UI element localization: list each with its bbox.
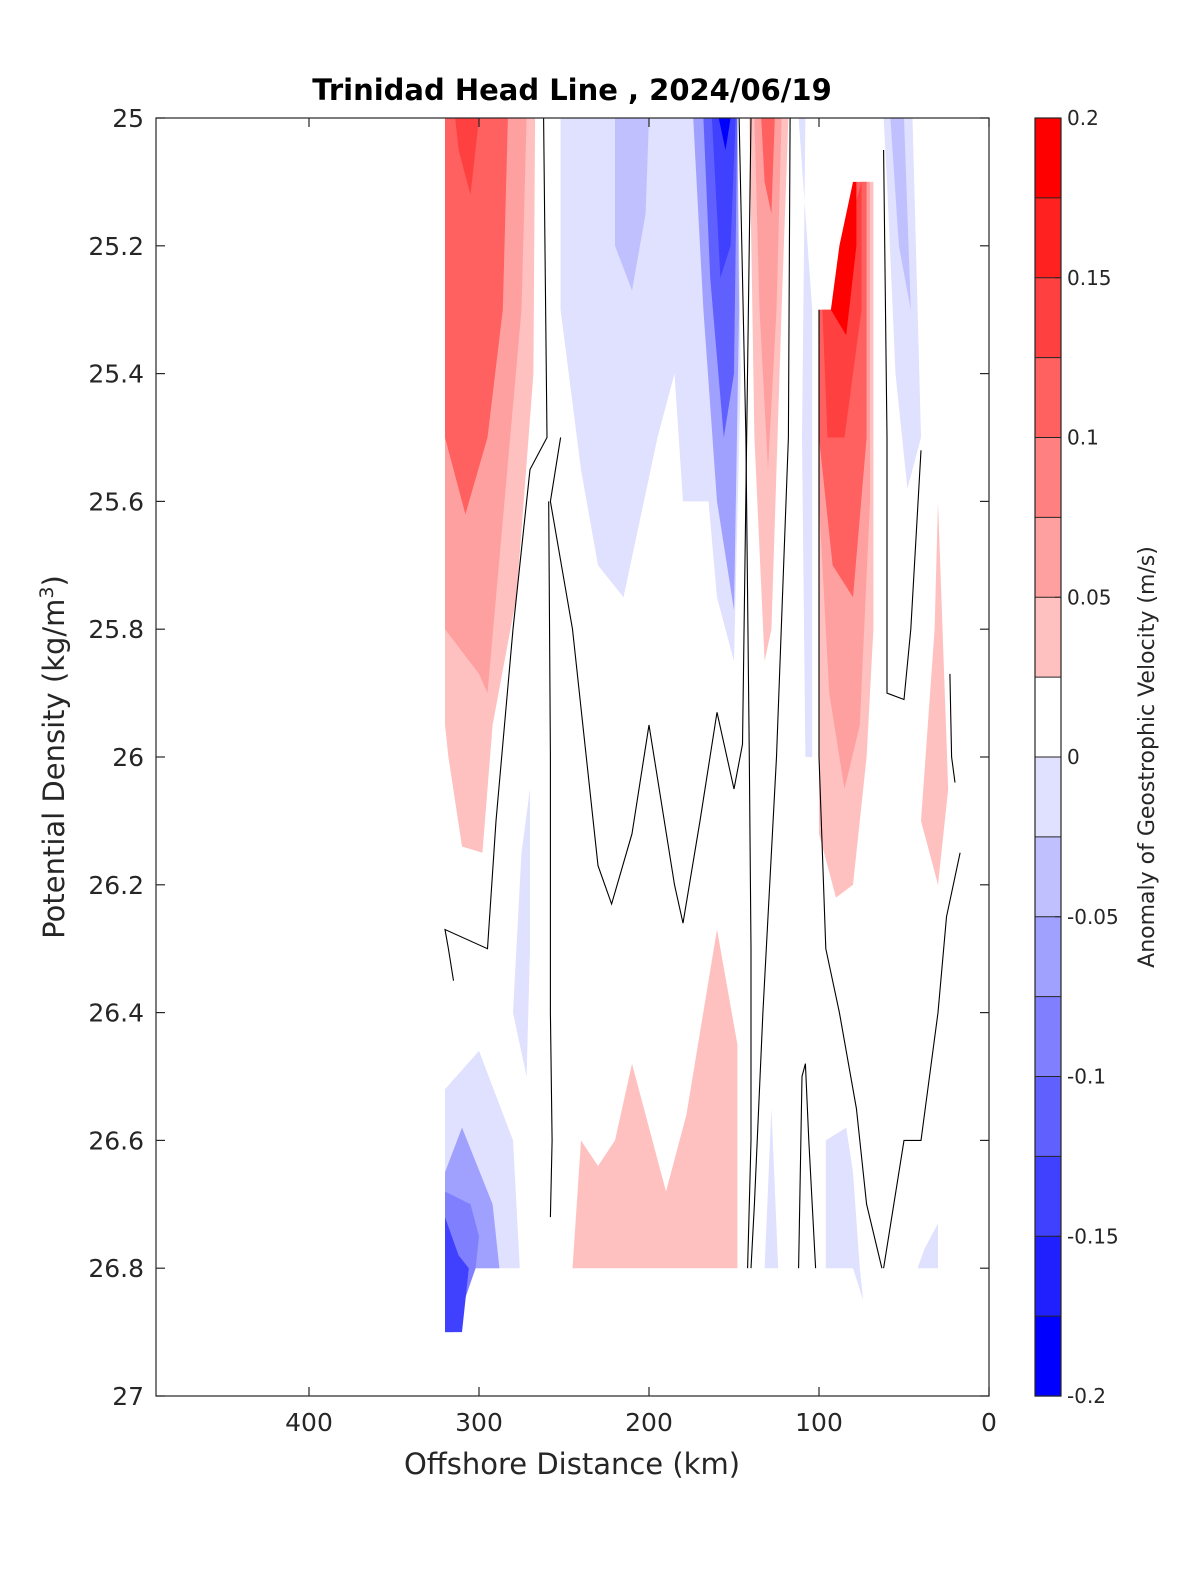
colorbar-swatch	[1035, 357, 1061, 439]
colorbar-swatch	[1035, 1156, 1061, 1237]
zero-contour-layer	[444, 118, 961, 1269]
y-tick-label: 26.8	[88, 1254, 144, 1283]
y-tick-label: 25.6	[88, 487, 144, 516]
colorbar-swatch	[1035, 118, 1061, 199]
colorbar-tick-label: -0.2	[1067, 1384, 1106, 1408]
zero-contour-line-2	[548, 501, 553, 1218]
colorbar-swatch	[1035, 197, 1061, 279]
velocity-region-31	[917, 1223, 938, 1269]
velocity-region-13	[761, 118, 775, 214]
x-tick-label: 400	[285, 1408, 333, 1437]
colorbar-swatch	[1035, 757, 1061, 838]
velocity-region-24	[572, 929, 738, 1269]
colorbar-tick-label: 0	[1067, 745, 1080, 769]
chart-title: Trinidad Head Line , 2024/06/19	[312, 73, 832, 107]
colorbar-swatch	[1035, 1236, 1061, 1317]
velocity-region-28	[445, 1217, 469, 1333]
colorbar-tick-label: -0.15	[1067, 1224, 1119, 1248]
colorbar-tick-label: 0.15	[1067, 266, 1112, 290]
zero-contour-line-7	[883, 149, 922, 701]
velocity-region-22	[921, 501, 949, 885]
velocity-region-23	[513, 789, 530, 1077]
colorbar-swatch	[1035, 1076, 1061, 1157]
zero-contour-line-1	[549, 118, 752, 924]
zero-contour-line-3	[738, 118, 752, 1269]
x-tick-label: 200	[625, 1408, 673, 1437]
y-axis-label: Potential Density (kg/m3)	[36, 575, 71, 939]
velocity-region-29	[764, 1108, 779, 1269]
y-tick-label: 26.2	[88, 871, 144, 900]
y-tick-label: 26	[112, 743, 144, 772]
velocity-region-5	[560, 118, 741, 662]
colorbar-swatch	[1035, 517, 1061, 598]
velocity-region-3	[448, 118, 493, 342]
y-axis-label-main: Potential Density (kg/m	[37, 599, 71, 939]
x-tick-label: 300	[455, 1408, 503, 1437]
colorbar-swatch	[1035, 996, 1061, 1078]
y-axis-label-close: )	[37, 575, 71, 586]
velocity-region-20	[883, 118, 921, 489]
x-tick-label: 100	[795, 1408, 843, 1437]
y-tick-label: 25.8	[88, 615, 144, 644]
velocity-region-21	[890, 118, 911, 310]
y-axis: 25 25.2 25.4 25.6 25.8 26 26.2 26.4 26.6 26.8 27	[88, 104, 989, 1411]
colorbar-tick-label: -0.1	[1067, 1065, 1106, 1089]
velocity-region-30	[825, 1127, 864, 1301]
velocity-region-9	[711, 118, 736, 278]
velocity-fill-layer	[445, 118, 949, 1333]
velocity-region-14	[798, 118, 813, 757]
y-tick-label: 25.2	[88, 232, 144, 261]
y-tick-label: 26.4	[88, 999, 144, 1028]
colorbar: 0.2 0.15 0.1 0.05 0 -0.05 -0.1 -0.15 -0.2	[1034, 106, 1119, 1408]
colorbar-swatch	[1035, 836, 1061, 918]
colorbar-swatch	[1035, 1316, 1061, 1397]
colorbar-swatch	[1035, 437, 1061, 518]
y-tick-label: 25.4	[88, 360, 144, 389]
zero-contour-line-6	[818, 309, 883, 1269]
velocity-region-12	[754, 118, 782, 470]
x-tick-label: 0	[981, 1408, 997, 1437]
colorbar-label: Anomaly of Geostrophic Velocity (m/s)	[1135, 546, 1160, 968]
zero-contour-line-8	[883, 852, 961, 1269]
x-axis: 400 300 200 100 0	[285, 118, 997, 1437]
colorbar-tick-label: 0.05	[1067, 585, 1112, 609]
colorbar-swatch	[1035, 916, 1061, 998]
colorbar-swatch	[1035, 277, 1061, 359]
y-tick-label: 27	[112, 1382, 144, 1411]
velocity-region-4	[455, 118, 479, 195]
zero-contour-line-9	[949, 673, 956, 783]
zero-contour-line-5	[798, 1063, 817, 1269]
velocity-region-6	[615, 118, 649, 291]
colorbar-tick-label: 0.1	[1067, 426, 1099, 450]
y-tick-label: 26.6	[88, 1126, 144, 1155]
colorbar-tick-label: 0.2	[1067, 106, 1099, 130]
velocity-region-19	[830, 181, 857, 336]
velocity-region-10	[718, 118, 731, 150]
y-axis-label-superscript: 3	[36, 586, 58, 598]
x-axis-label: Offshore Distance (km)	[404, 1447, 740, 1481]
colorbar-tick-label: -0.05	[1067, 905, 1119, 929]
zero-contour-line-4	[750, 118, 791, 1269]
y-tick-label: 25	[112, 104, 144, 133]
zero-contour-line-0	[444, 118, 548, 981]
colorbar-swatch	[1035, 597, 1061, 678]
colorbar-swatch	[1035, 677, 1061, 758]
